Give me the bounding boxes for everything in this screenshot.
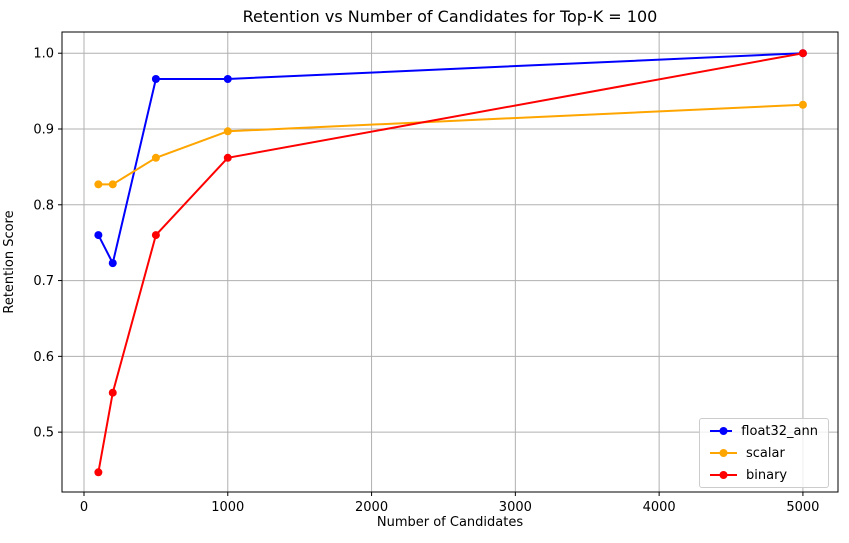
x-tick-label: 0 xyxy=(80,500,88,515)
legend-label: binary xyxy=(746,467,788,483)
x-tick-label: 1000 xyxy=(211,500,244,515)
x-tick-label: 2000 xyxy=(355,500,388,515)
x-axis-label: Number of Candidates xyxy=(376,515,524,530)
legend-item-binary: binary xyxy=(710,464,818,486)
series-marker-float32_ann xyxy=(94,231,103,240)
series-marker-scalar xyxy=(223,127,232,136)
legend-item-float32_ann: float32_ann xyxy=(710,420,818,442)
series-line-float32_ann xyxy=(97,52,804,265)
series-marker-scalar xyxy=(108,180,117,189)
legend-item-scalar: scalar xyxy=(710,442,818,464)
series-marker-scalar xyxy=(94,180,103,189)
y-tick-label: 0.8 xyxy=(33,198,54,213)
legend-label: scalar xyxy=(746,445,785,461)
series-line-binary xyxy=(97,52,804,474)
legend-label: float32_ann xyxy=(741,423,818,439)
legend-line-sample-float32_ann xyxy=(710,427,733,435)
series-marker-float32_ann xyxy=(151,74,160,83)
series-marker-binary xyxy=(108,388,117,397)
legend-line-sample-scalar xyxy=(710,449,737,457)
series-marker-binary xyxy=(223,153,232,162)
y-tick-label: 0.6 xyxy=(33,350,54,365)
series-marker-binary xyxy=(151,231,160,240)
y-tick-label: 1.0 xyxy=(33,47,54,62)
series-marker-float32_ann xyxy=(108,259,117,268)
chart-title: Retention vs Number of Candidates for To… xyxy=(242,7,658,26)
series-marker-binary xyxy=(798,49,807,58)
y-tick-label: 0.9 xyxy=(33,123,54,138)
y-tick-label: 0.5 xyxy=(33,426,54,441)
series-marker-float32_ann xyxy=(223,74,232,83)
x-tick-label: 3000 xyxy=(499,500,532,515)
plot-border xyxy=(61,31,839,493)
x-tick-label: 4000 xyxy=(643,500,676,515)
series-marker-scalar xyxy=(798,100,807,109)
legend-line-sample-binary xyxy=(710,471,737,479)
series-marker-binary xyxy=(94,468,103,477)
x-tick-label: 5000 xyxy=(786,500,819,515)
series-marker-scalar xyxy=(151,153,160,162)
y-tick-label: 0.7 xyxy=(33,274,54,289)
